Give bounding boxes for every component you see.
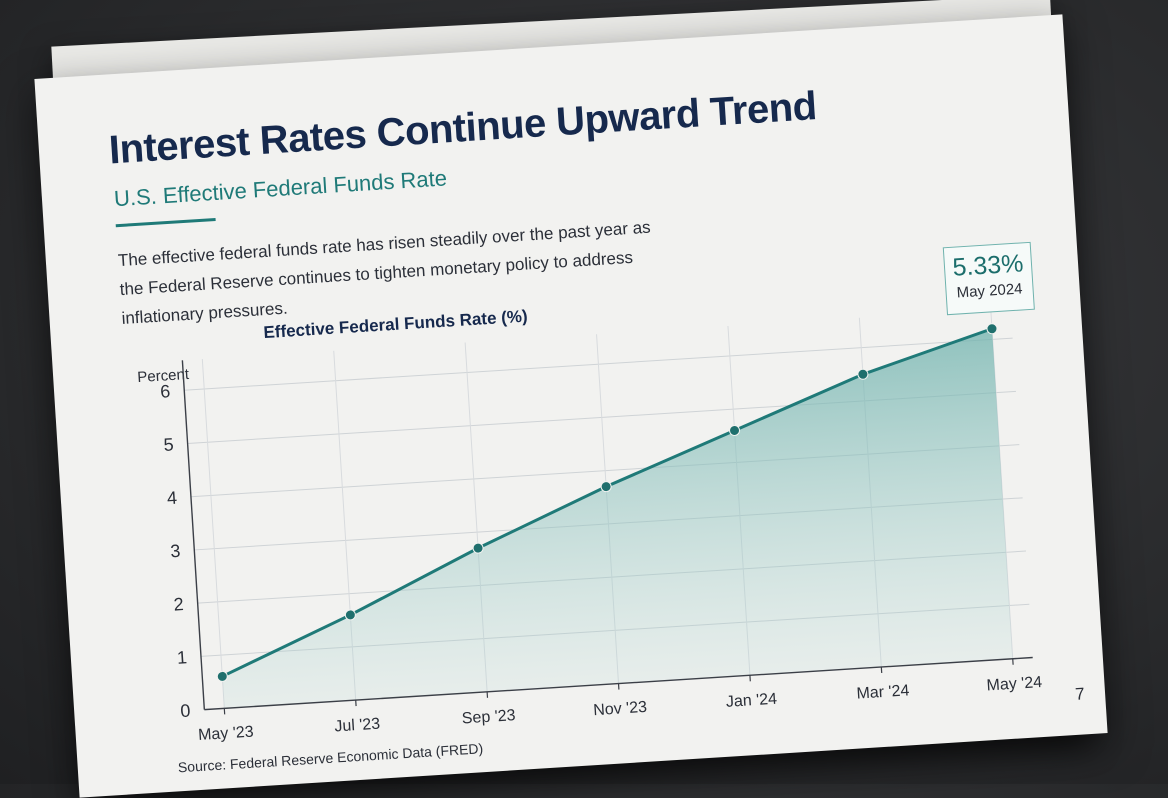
latest-value-callout: 5.33% May 2024: [943, 242, 1035, 315]
y-tick-label: 0: [180, 701, 191, 722]
x-tick-label: Nov '23: [593, 699, 648, 719]
y-tick-label: 2: [173, 594, 184, 615]
data-point: [729, 425, 740, 436]
data-point: [987, 323, 998, 334]
x-tick-label: Mar '24: [856, 682, 910, 702]
series-area: [204, 329, 1013, 709]
page-number: 7: [1075, 684, 1086, 705]
x-tick-label: May '24: [986, 674, 1043, 694]
slide-card: Interest Rates Continue Upward Trend U.S…: [34, 14, 1107, 797]
x-tick-label: May '23: [198, 724, 255, 744]
data-point: [858, 369, 869, 380]
x-tick-label: Jul '23: [334, 716, 381, 736]
data-point: [473, 543, 484, 554]
y-tick-label: 4: [166, 488, 177, 509]
callout-value: 5.33%: [944, 249, 1032, 283]
chart: 0 1 2 3 4 5 6 May '23 Jul '23 Sep '23 Nov '23 Jan …: [34, 14, 1107, 797]
callout-date: May 2024: [946, 280, 1033, 302]
y-tick-label: 3: [170, 541, 181, 562]
area-fill: [204, 329, 1013, 709]
x-tick-label: Jan '24: [726, 691, 778, 711]
data-point: [217, 671, 228, 682]
data-point: [601, 481, 612, 492]
y-tick-label: 6: [160, 381, 171, 402]
y-tick-label: 1: [176, 647, 187, 668]
y-tick-label: 5: [163, 434, 174, 455]
x-tick-label: Sep '23: [461, 707, 516, 727]
data-point: [345, 610, 356, 621]
